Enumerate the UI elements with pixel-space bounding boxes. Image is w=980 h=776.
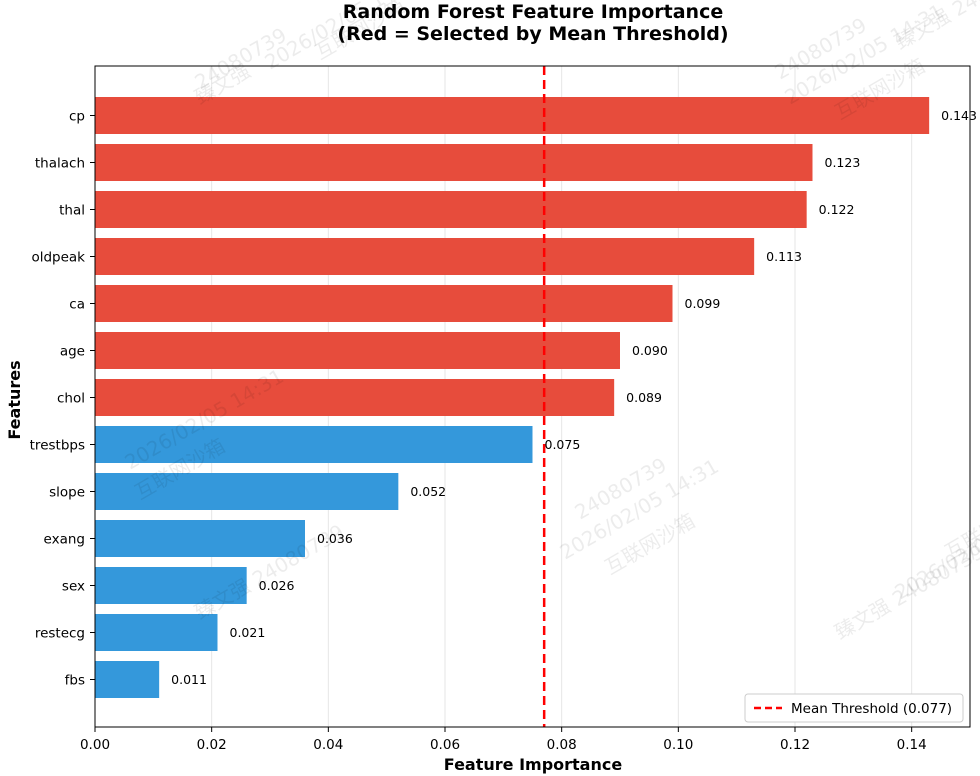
bar-slope	[95, 473, 399, 510]
data-label-trestbps: 0.075	[545, 437, 581, 452]
x-tick-label: 0.00	[80, 737, 110, 753]
bar-chol	[95, 379, 615, 416]
bar-sex	[95, 567, 247, 604]
x-axis-label: Feature Importance	[444, 755, 623, 774]
bars	[95, 97, 930, 698]
y-tick-label-thalach: thalach	[35, 156, 85, 172]
data-label-slope: 0.052	[410, 484, 446, 499]
y-tick-label-oldpeak: oldpeak	[31, 250, 85, 266]
data-label-fbs: 0.011	[171, 672, 207, 687]
bar-exang	[95, 520, 305, 557]
bar-oldpeak	[95, 238, 755, 275]
bar-fbs	[95, 661, 160, 698]
y-tick-label-ca: ca	[69, 297, 85, 313]
data-label-thalach: 0.123	[825, 155, 861, 170]
bar-age	[95, 332, 620, 369]
y-tick-label-sex: sex	[62, 579, 85, 595]
y-tick-label-thal: thal	[59, 203, 85, 219]
bar-restecg	[95, 614, 218, 651]
y-tick-label-trestbps: trestbps	[30, 438, 85, 454]
x-tick-label: 0.14	[897, 737, 927, 753]
y-tick-label-fbs: fbs	[65, 673, 85, 689]
x-tick-label: 0.08	[547, 737, 577, 753]
data-label-sex: 0.026	[259, 578, 295, 593]
legend-label: Mean Threshold (0.077)	[791, 701, 952, 717]
y-tick-label-chol: chol	[57, 391, 85, 407]
bar-ca	[95, 285, 673, 322]
data-label-oldpeak: 0.113	[766, 249, 802, 264]
x-tick-label: 0.12	[780, 737, 810, 753]
y-tick-label-slope: slope	[49, 485, 85, 501]
legend: Mean Threshold (0.077)	[744, 693, 964, 723]
bar-trestbps	[95, 426, 533, 463]
bar-cp	[95, 97, 930, 134]
y-tick-label-exang: exang	[44, 532, 85, 548]
y-tick-label-restecg: restecg	[35, 626, 85, 642]
data-label-thal: 0.122	[819, 202, 855, 217]
data-label-ca: 0.099	[685, 296, 721, 311]
x-tick-label: 0.06	[430, 737, 460, 753]
axes: 0.00 0.02 0.04 0.06 0.08 0.10 0.12 0.14 cp thalac…	[30, 109, 927, 754]
x-tick-label: 0.04	[313, 737, 343, 753]
data-label-exang: 0.036	[317, 531, 353, 546]
chart-title-line-2: (Red = Selected by Mean Threshold)	[337, 23, 728, 45]
data-labels: 0.143 0.123 0.122 0.113 0.099 0.090 0.089 0.075…	[171, 108, 977, 687]
legend-box	[744, 693, 964, 723]
chart-title-line-1: Random Forest Feature Importance	[343, 1, 723, 23]
data-label-restecg: 0.021	[230, 625, 266, 640]
x-tick-label: 0.10	[663, 737, 693, 753]
y-tick-label-cp: cp	[69, 109, 85, 125]
data-label-cp: 0.143	[941, 108, 977, 123]
bar-thal	[95, 191, 807, 228]
plot-frame	[94, 65, 971, 728]
y-axis-label: Features	[5, 360, 24, 439]
bar-thalach	[95, 144, 813, 181]
data-label-age: 0.090	[632, 343, 668, 358]
x-tick-label: 0.02	[197, 737, 227, 753]
y-tick-label-age: age	[60, 344, 85, 360]
data-label-chol: 0.089	[626, 390, 662, 405]
